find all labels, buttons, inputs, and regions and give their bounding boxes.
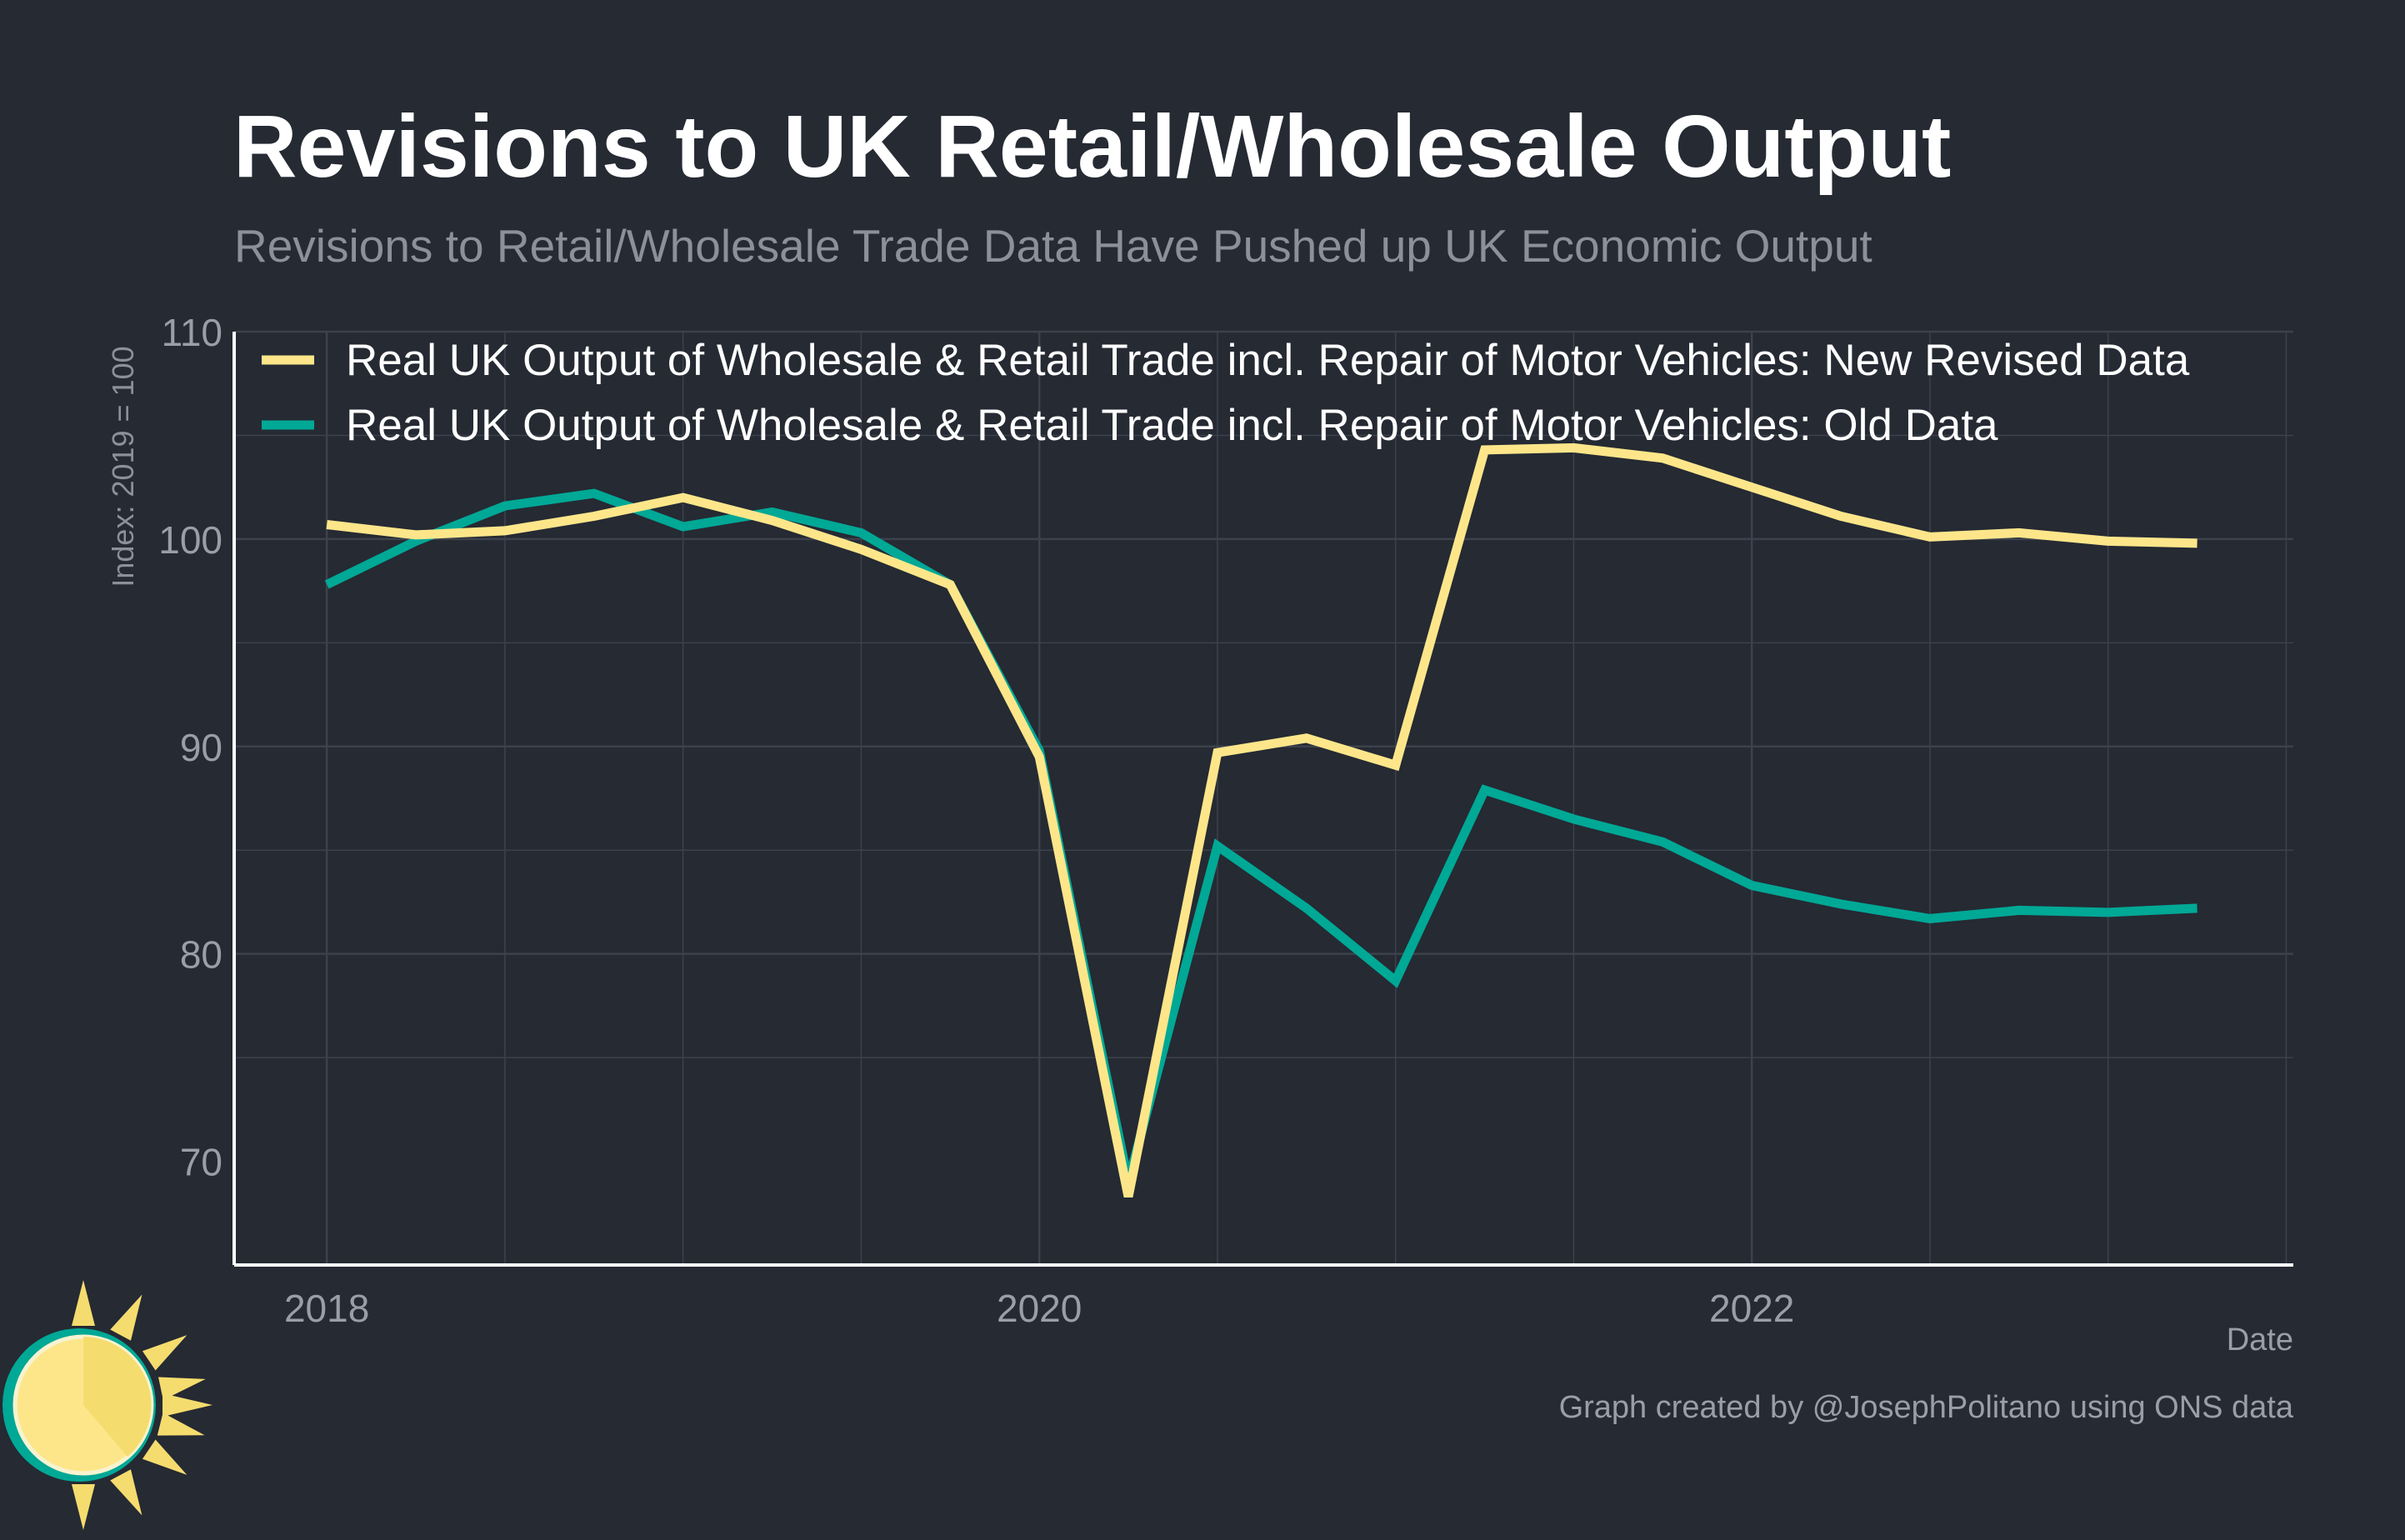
grid (234, 330, 2293, 1265)
sun-ray (142, 1335, 188, 1371)
series-line-old (324, 488, 2198, 1183)
sun-ray (142, 1439, 188, 1475)
y-tick-label: 80 (180, 933, 222, 977)
sun-ray (162, 1393, 212, 1417)
sun-ray (110, 1469, 142, 1516)
legend-label: Real UK Output of Wholesale & Retail Tra… (346, 401, 1998, 450)
y-tick-label: 100 (158, 518, 222, 562)
sun-ray (110, 1294, 142, 1341)
y-axis-label: Index: 2019 = 100 (106, 346, 140, 587)
axes (232, 332, 2293, 1267)
x-tick-label: 2022 (1709, 1287, 1794, 1330)
caption: Graph created by @JosephPolitano using O… (1559, 1390, 2294, 1425)
y-tick-label: 70 (180, 1141, 222, 1184)
sun-ray (157, 1412, 205, 1436)
sun-logo-icon (2, 1280, 212, 1530)
chart-subtitle: Revisions to Retail/Wholesale Trade Data… (234, 220, 1872, 272)
legend-label: Real UK Output of Wholesale & Retail Tra… (346, 336, 2190, 385)
y-tick-label: 90 (180, 726, 222, 769)
chart-title: Revisions to UK Retail/Wholesale Output (233, 98, 1951, 196)
sun-ray (72, 1280, 95, 1326)
x-axis-label: Date (2227, 1322, 2293, 1358)
sun-ray (72, 1484, 95, 1530)
x-tick-label: 2020 (997, 1287, 1082, 1330)
legend: Real UK Output of Wholesale & Retail Tra… (262, 336, 2190, 450)
y-tick-label: 110 (162, 311, 222, 354)
tick-labels: 70 80 90 100 110 2018 2020 2022 (158, 311, 1794, 1330)
series-lines (324, 442, 2198, 1198)
x-tick-label: 2018 (284, 1287, 369, 1330)
series-line-new-revised (326, 442, 2198, 1198)
sun-ray (158, 1377, 206, 1400)
